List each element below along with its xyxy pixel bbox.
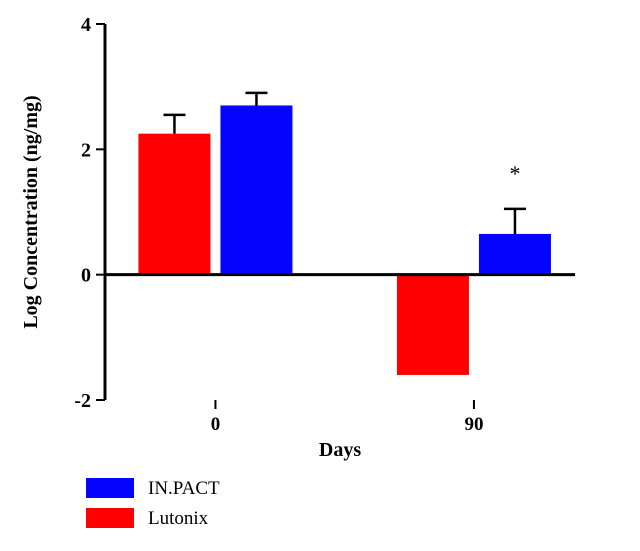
legend-swatch-Lutonix [86,508,134,528]
bar-IN.PACT-0 [220,105,292,274]
y-axis-title: Log Concentration (ng/mg) [20,95,42,328]
legend-swatch-IN.PACT [86,478,134,498]
xtick-label: 0 [211,414,221,435]
bars-layer [138,93,551,375]
errorbar-IN.PACT-0 [245,93,267,106]
errorbar-IN.PACT-90 [504,209,526,234]
errorbar-Lutonix-0 [163,115,185,134]
xtick-label: 90 [464,414,483,435]
concentration-bar-chart: * -2 0 2 4 0 90 Days Log Concentration (ng/mg) IN… [0,0,640,551]
chart-svg: * -2 0 2 4 0 90 Days Log Concentration (ng/mg) IN… [0,0,640,551]
ytick-label: -2 [74,390,91,412]
bar-IN.PACT-90 [479,234,551,275]
legend: IN.PACT Lutonix [86,478,220,529]
legend-label-IN.PACT: IN.PACT [148,478,220,499]
bar-Lutonix-90 [397,275,469,375]
bar-Lutonix-0 [138,134,210,275]
ytick-label: 0 [81,265,91,287]
ytick-label: 2 [81,139,91,161]
legend-label-Lutonix: Lutonix [148,508,209,529]
ytick-label: 4 [81,14,91,36]
x-axis-title: Days [319,439,361,461]
annotation-star: * [509,161,520,186]
